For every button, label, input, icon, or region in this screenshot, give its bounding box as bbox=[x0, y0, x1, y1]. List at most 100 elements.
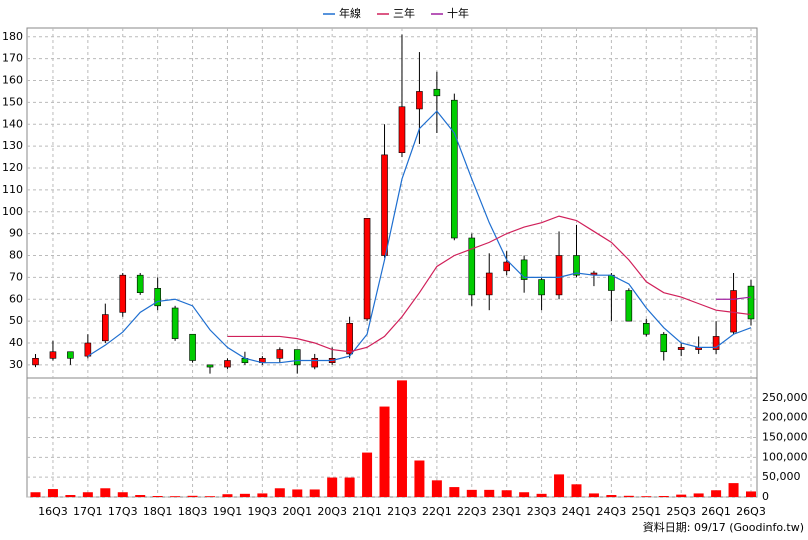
candle-body bbox=[224, 360, 231, 368]
x-tick-label: 18Q3 bbox=[178, 505, 208, 518]
candle-body bbox=[660, 333, 668, 353]
y-tick-label: 110 bbox=[2, 183, 23, 196]
volume-bar bbox=[623, 495, 634, 497]
candle-body bbox=[119, 274, 127, 313]
y-tick-label: 170 bbox=[2, 52, 23, 65]
candle-body bbox=[468, 237, 476, 296]
candle-body bbox=[503, 261, 510, 272]
y-tick-label: 50,000 bbox=[762, 470, 801, 483]
x-tick-label: 19Q1 bbox=[213, 505, 243, 518]
candle-body bbox=[67, 351, 74, 359]
volume-bar bbox=[676, 494, 687, 497]
y-tick-label: 150,000 bbox=[762, 431, 808, 444]
plot-frame bbox=[26, 27, 758, 498]
footer: 資料日期: 09/17 (Goodinfo.tw) bbox=[643, 520, 804, 534]
y-tick-label: 180 bbox=[2, 30, 23, 43]
volume-bar bbox=[327, 477, 338, 497]
volume-bar bbox=[606, 495, 617, 497]
candle-body bbox=[642, 323, 650, 335]
candle-body bbox=[363, 218, 371, 320]
candle-body bbox=[136, 274, 144, 293]
y-tick-label: 30 bbox=[9, 358, 23, 371]
candle-body bbox=[451, 99, 458, 239]
volume-bar bbox=[728, 483, 739, 497]
x-tick-label: 26Q1 bbox=[701, 505, 731, 518]
y-tick-label: 160 bbox=[2, 74, 23, 87]
candle-body bbox=[416, 91, 423, 110]
x-tick-label: 25Q3 bbox=[666, 505, 696, 518]
line-series bbox=[87, 110, 752, 364]
x-tick-label: 25Q1 bbox=[631, 505, 661, 518]
candle-body bbox=[747, 285, 755, 320]
volume-bar bbox=[187, 495, 198, 497]
x-tick-label: 21Q3 bbox=[387, 505, 417, 518]
candle-body bbox=[32, 358, 39, 366]
candle-body bbox=[381, 154, 388, 256]
candle-body bbox=[49, 351, 57, 359]
volume-bar bbox=[571, 484, 582, 497]
x-tick-label: 23Q1 bbox=[492, 505, 522, 518]
volume-bar bbox=[135, 495, 146, 497]
x-tick-label: 17Q1 bbox=[73, 505, 103, 518]
x-tick-label: 20Q3 bbox=[317, 505, 347, 518]
x-tick-label: 22Q3 bbox=[457, 505, 487, 518]
y-tick-label: 100,000 bbox=[762, 450, 808, 463]
y-tick-label: 130 bbox=[2, 139, 23, 152]
y-tick-label: 80 bbox=[9, 249, 23, 262]
y-tick-label: 40 bbox=[9, 336, 23, 349]
volume-bar bbox=[658, 496, 669, 497]
line-series bbox=[716, 296, 752, 300]
y-tick-label: 60 bbox=[9, 292, 23, 305]
candle-body bbox=[346, 323, 353, 355]
candle-body bbox=[485, 272, 493, 296]
volume-bar bbox=[641, 496, 652, 497]
y-tick-label: 90 bbox=[9, 227, 23, 240]
volume-bar bbox=[554, 474, 565, 497]
x-tick-label: 26Q3 bbox=[736, 505, 766, 518]
volume-bar bbox=[274, 488, 285, 497]
candle-body bbox=[154, 288, 161, 307]
volume-bar bbox=[152, 496, 163, 497]
candle-body bbox=[171, 307, 179, 339]
volume-bar bbox=[746, 491, 756, 497]
volume-bar bbox=[47, 489, 58, 497]
candle-body bbox=[712, 336, 720, 350]
volume-bar bbox=[100, 488, 111, 497]
volume-bar bbox=[117, 492, 128, 497]
candle-body bbox=[538, 279, 545, 296]
volume-bar bbox=[588, 493, 599, 497]
volume-bar bbox=[205, 496, 216, 497]
volume-bar bbox=[379, 406, 390, 497]
x-tick-label: 19Q3 bbox=[248, 505, 278, 518]
volume-bar bbox=[519, 492, 530, 497]
volume-bar bbox=[292, 489, 303, 497]
volume-bar bbox=[484, 489, 495, 497]
volume-bar bbox=[693, 493, 704, 497]
x-tick-label: 22Q1 bbox=[422, 505, 452, 518]
volume-bar bbox=[501, 490, 512, 497]
x-tick-label: 21Q1 bbox=[352, 505, 382, 518]
x-tick-label: 20Q1 bbox=[282, 505, 312, 518]
volume-bar bbox=[431, 480, 442, 497]
volume-bar bbox=[222, 494, 233, 497]
x-tick-label: 24Q1 bbox=[562, 505, 592, 518]
candle-body bbox=[311, 358, 319, 368]
volume-bar bbox=[65, 495, 76, 497]
candle-body bbox=[677, 347, 685, 350]
volume-bar bbox=[466, 489, 477, 497]
volume-bar bbox=[449, 487, 460, 497]
y-tick-label: 200,000 bbox=[762, 411, 808, 424]
candle-body bbox=[555, 255, 563, 296]
volume-bar bbox=[82, 492, 93, 497]
candle-body bbox=[608, 274, 615, 291]
volume-bar bbox=[362, 452, 373, 497]
candle-body bbox=[520, 259, 528, 280]
y-tick-label: 0 bbox=[762, 490, 769, 503]
y-tick-label: 250,000 bbox=[762, 391, 808, 404]
y-tick-label: 140 bbox=[2, 117, 23, 130]
volume-bar bbox=[239, 493, 250, 497]
x-tick-label: 16Q3 bbox=[38, 505, 68, 518]
candle-body bbox=[730, 290, 737, 333]
x-tick-label: 17Q3 bbox=[108, 505, 138, 518]
